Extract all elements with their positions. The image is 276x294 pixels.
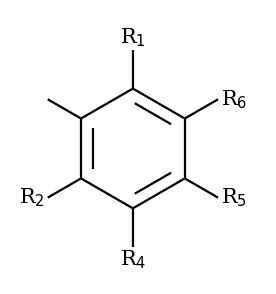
Text: R$_6$: R$_6$ (221, 88, 248, 111)
Text: R$_5$: R$_5$ (221, 186, 247, 209)
Text: R$_1$: R$_1$ (120, 26, 146, 49)
Text: R$_2$: R$_2$ (19, 186, 44, 209)
Text: R$_4$: R$_4$ (120, 248, 146, 270)
